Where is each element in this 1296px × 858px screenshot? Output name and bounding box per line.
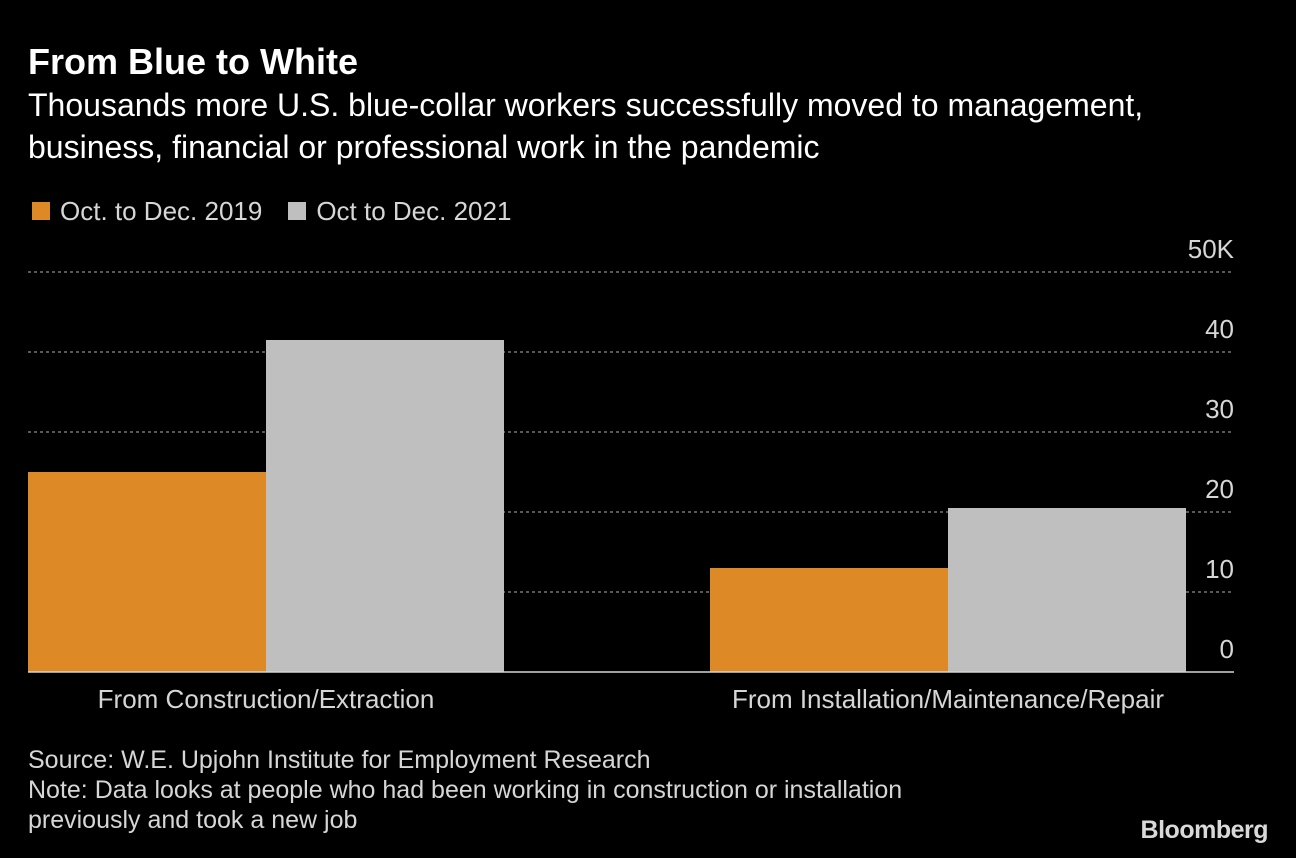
- note-line-1: Note: Data looks at people who had been …: [28, 776, 903, 804]
- bar-construction-2019: [28, 472, 266, 672]
- y-tick-label-50: 50K: [1188, 234, 1235, 264]
- bars: [28, 340, 1186, 672]
- note-line-2: previously and took a new job: [28, 806, 358, 834]
- bloomberg-logo: Bloomberg: [1140, 816, 1269, 844]
- legend: Oct. to Dec. 2019 Oct to Dec. 2021: [32, 194, 537, 228]
- source-note: Source: W.E. Upjohn Institute for Employ…: [28, 746, 651, 774]
- x-category-label-construction: From Construction/Extraction: [98, 684, 435, 714]
- legend-label-2021: Oct to Dec. 2021: [316, 195, 512, 226]
- y-tick-label-20: 20: [1205, 474, 1234, 504]
- bar-installation-2019: [710, 568, 948, 672]
- legend-item-2019: Oct. to Dec. 2019: [32, 196, 262, 227]
- legend-item-2021: Oct to Dec. 2021: [288, 196, 511, 227]
- legend-label-2019: Oct. to Dec. 2019: [60, 195, 263, 226]
- legend-swatch-2021: [288, 202, 307, 220]
- chart-title: From Blue to White: [28, 41, 358, 82]
- y-tick-label-30: 30: [1205, 394, 1234, 424]
- y-tick-label-40: 40: [1205, 314, 1234, 344]
- bar-installation-2021: [948, 508, 1186, 672]
- x-category-label-installation: From Installation/Maintenance/Repair: [732, 684, 1164, 714]
- legend-swatch-2019: [32, 202, 50, 220]
- axes: 0 10 20 30 40 50K From Construction/Extraction…: [28, 234, 1235, 714]
- chart-subtitle: Thousands more U.S. blue-collar workers …: [28, 87, 1144, 165]
- bar-construction-2021: [266, 340, 504, 672]
- y-tick-label-10: 10: [1205, 554, 1234, 584]
- y-tick-label-0: 0: [1220, 634, 1234, 664]
